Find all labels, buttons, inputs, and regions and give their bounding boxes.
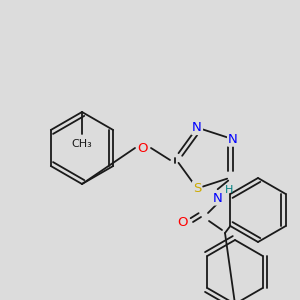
Text: CH₃: CH₃ [72, 139, 92, 149]
Text: S: S [193, 182, 201, 195]
Text: H: H [225, 185, 233, 195]
Text: O: O [178, 215, 188, 229]
Text: O: O [138, 142, 148, 154]
Text: N: N [228, 133, 238, 146]
Text: N: N [213, 191, 223, 205]
Text: N: N [192, 121, 202, 134]
